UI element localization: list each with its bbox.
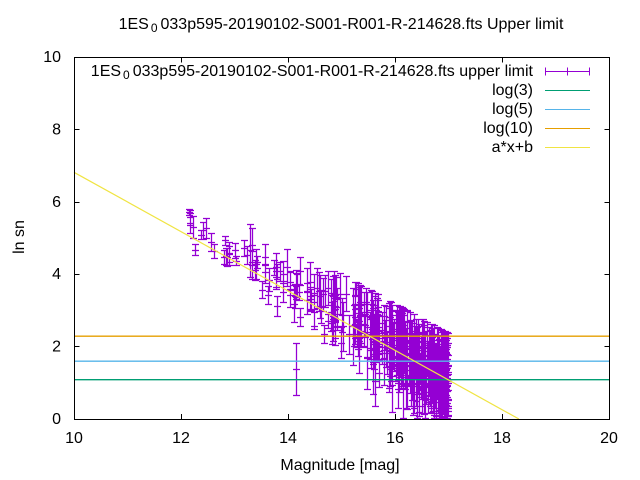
svg-text:16: 16	[386, 430, 404, 447]
svg-text:Magnitude [mag]: Magnitude [mag]	[280, 457, 399, 474]
svg-text:4: 4	[52, 266, 61, 283]
svg-text:0: 0	[52, 411, 61, 428]
svg-text:log(5): log(5)	[492, 101, 533, 118]
svg-text:ln sn: ln sn	[11, 220, 28, 254]
svg-text:20: 20	[600, 430, 618, 447]
svg-text:a*x+b: a*x+b	[492, 139, 533, 156]
svg-text:14: 14	[279, 430, 297, 447]
svg-text:10: 10	[65, 430, 83, 447]
svg-text:log(3): log(3)	[492, 82, 533, 99]
svg-text:18: 18	[493, 430, 511, 447]
svg-text:6: 6	[52, 194, 61, 211]
svg-text:10: 10	[43, 49, 61, 66]
svg-text:2: 2	[52, 339, 61, 356]
svg-text:8: 8	[52, 121, 61, 138]
svg-text:log(10): log(10)	[483, 120, 533, 137]
svg-text:12: 12	[172, 430, 190, 447]
